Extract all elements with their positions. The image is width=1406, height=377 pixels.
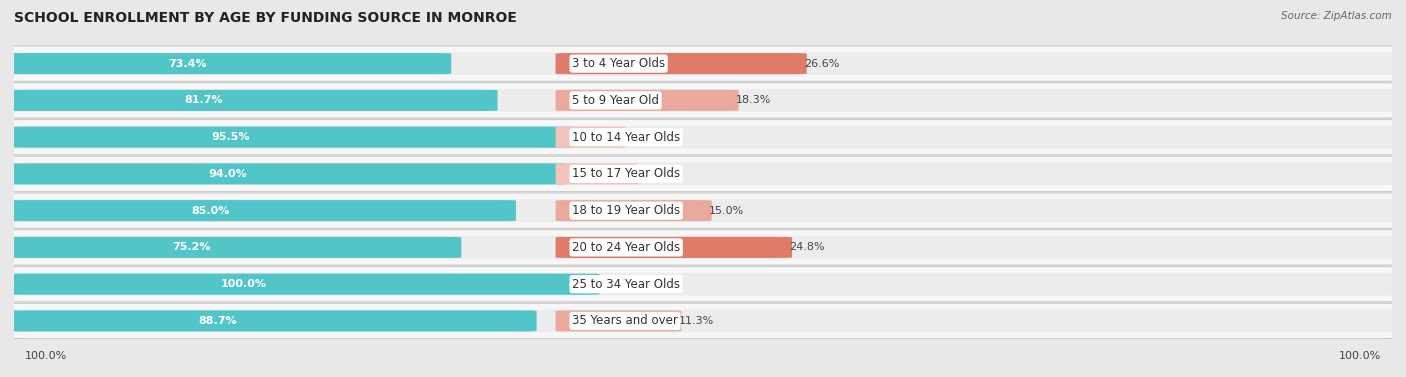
FancyBboxPatch shape	[7, 267, 1399, 302]
Text: 18 to 19 Year Olds: 18 to 19 Year Olds	[572, 204, 681, 217]
Text: Source: ZipAtlas.com: Source: ZipAtlas.com	[1281, 11, 1392, 21]
FancyBboxPatch shape	[4, 199, 1402, 222]
Text: 5 to 9 Year Old: 5 to 9 Year Old	[572, 94, 659, 107]
FancyBboxPatch shape	[8, 90, 498, 111]
FancyBboxPatch shape	[555, 163, 638, 184]
Text: SCHOOL ENROLLMENT BY AGE BY FUNDING SOURCE IN MONROE: SCHOOL ENROLLMENT BY AGE BY FUNDING SOUR…	[14, 11, 517, 25]
Text: 95.5%: 95.5%	[212, 132, 250, 142]
FancyBboxPatch shape	[555, 53, 807, 74]
FancyBboxPatch shape	[4, 162, 1402, 185]
FancyBboxPatch shape	[8, 310, 537, 331]
Text: 35 Years and over: 35 Years and over	[572, 314, 678, 327]
FancyBboxPatch shape	[555, 127, 626, 148]
FancyBboxPatch shape	[4, 89, 1402, 112]
FancyBboxPatch shape	[4, 236, 1402, 259]
FancyBboxPatch shape	[7, 156, 1399, 192]
FancyBboxPatch shape	[7, 303, 1399, 339]
FancyBboxPatch shape	[555, 237, 792, 258]
FancyBboxPatch shape	[8, 274, 600, 295]
Text: 15 to 17 Year Olds: 15 to 17 Year Olds	[572, 167, 681, 180]
FancyBboxPatch shape	[4, 126, 1402, 149]
Text: 3 to 4 Year Olds: 3 to 4 Year Olds	[572, 57, 665, 70]
FancyBboxPatch shape	[4, 310, 1402, 332]
FancyBboxPatch shape	[7, 120, 1399, 155]
Text: 75.2%: 75.2%	[172, 242, 211, 253]
Text: 6.0%: 6.0%	[636, 169, 664, 179]
FancyBboxPatch shape	[8, 237, 461, 258]
Text: 73.4%: 73.4%	[169, 58, 207, 69]
FancyBboxPatch shape	[8, 53, 451, 74]
Text: 26.6%: 26.6%	[804, 58, 839, 69]
Text: 15.0%: 15.0%	[709, 205, 744, 216]
FancyBboxPatch shape	[7, 230, 1399, 265]
Text: 24.8%: 24.8%	[789, 242, 825, 253]
Text: 18.3%: 18.3%	[735, 95, 772, 106]
FancyBboxPatch shape	[7, 46, 1399, 81]
Text: 0.0%: 0.0%	[586, 279, 614, 289]
Text: 4.5%: 4.5%	[623, 132, 651, 142]
Text: 100.0%: 100.0%	[1339, 351, 1381, 361]
FancyBboxPatch shape	[555, 200, 711, 221]
FancyBboxPatch shape	[555, 310, 682, 331]
FancyBboxPatch shape	[8, 163, 567, 184]
FancyBboxPatch shape	[555, 90, 738, 111]
Text: 94.0%: 94.0%	[208, 169, 247, 179]
Text: 11.3%: 11.3%	[679, 316, 714, 326]
Text: 85.0%: 85.0%	[191, 205, 229, 216]
FancyBboxPatch shape	[4, 52, 1402, 75]
Text: 100.0%: 100.0%	[25, 351, 67, 361]
FancyBboxPatch shape	[4, 273, 1402, 296]
FancyBboxPatch shape	[8, 200, 516, 221]
Text: 25 to 34 Year Olds: 25 to 34 Year Olds	[572, 278, 681, 291]
FancyBboxPatch shape	[8, 127, 575, 148]
Text: 88.7%: 88.7%	[198, 316, 238, 326]
FancyBboxPatch shape	[7, 193, 1399, 228]
FancyBboxPatch shape	[7, 83, 1399, 118]
Text: 100.0%: 100.0%	[221, 279, 266, 289]
Text: 10 to 14 Year Olds: 10 to 14 Year Olds	[572, 131, 681, 144]
Text: 20 to 24 Year Olds: 20 to 24 Year Olds	[572, 241, 681, 254]
Text: 81.7%: 81.7%	[184, 95, 224, 106]
